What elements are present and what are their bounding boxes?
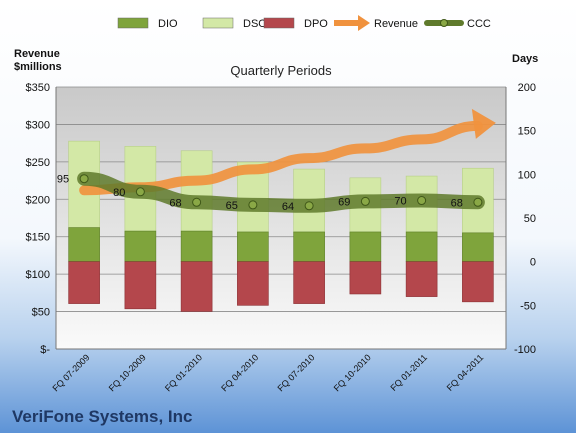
ccc-point (304, 201, 314, 211)
right-axis-ticks: -100 -50 0 50 100 150 200 (514, 82, 536, 356)
ccc-data-label: 80 (113, 187, 125, 199)
ccc-point (248, 200, 258, 210)
ccc-data-label: 70 (394, 196, 406, 208)
dpo-bar (68, 261, 100, 304)
legend-symbol (117, 17, 149, 29)
ccc-data-label: 65 (226, 200, 238, 212)
ccc-data-label: 95 (57, 174, 69, 186)
legend-label: CCC (467, 18, 491, 30)
right-tick-label: -50 (520, 300, 536, 312)
left-tick-label: $200 (26, 194, 50, 206)
legend-label: DPO (304, 18, 328, 30)
dpo-bar (462, 261, 494, 303)
dio-bar (405, 231, 438, 262)
dio-bar (462, 232, 494, 262)
left-axis-title-line2: $millions (14, 61, 62, 73)
left-tick-label: $250 (26, 157, 50, 169)
ccc-point (135, 187, 145, 197)
right-tick-label: 0 (530, 257, 536, 269)
ccc-data-label: 68 (451, 197, 463, 209)
right-tick-label: -100 (514, 344, 536, 356)
dio-bar (349, 231, 382, 262)
left-axis-title-line1: Revenue (14, 48, 60, 60)
dso-bar (180, 150, 213, 232)
dpo-bar (405, 261, 438, 297)
dpo-bar (180, 261, 213, 312)
dpo-bar (124, 261, 157, 310)
left-tick-label: $300 (26, 119, 50, 131)
right-tick-label: 150 (518, 126, 536, 138)
plot-area (56, 87, 506, 349)
ccc-data-label: 64 (282, 201, 294, 213)
left-tick-label: $50 (32, 307, 50, 319)
chart-title: Quarterly Periods (230, 63, 332, 78)
company-name: VeriFone Systems, Inc (12, 407, 192, 426)
ccc-point (192, 197, 202, 207)
dio-bar (180, 230, 213, 262)
ccc-point (473, 197, 483, 207)
ccc-data-label: 69 (338, 196, 350, 208)
legend-symbol-marker (440, 19, 448, 27)
legend-symbol-arrowhead (358, 15, 370, 31)
dpo-bar (349, 261, 382, 295)
left-tick-label: $150 (26, 232, 50, 244)
left-tick-label: $100 (26, 269, 50, 281)
left-tick-label: $350 (26, 82, 50, 94)
legend-label: Revenue (374, 18, 418, 30)
legend-label: DIO (158, 18, 178, 30)
left-tick-label: $- (40, 344, 50, 356)
right-axis-title: Days (512, 53, 538, 65)
legend-symbol (263, 17, 295, 29)
legend-label: DSO (243, 18, 267, 30)
left-axis-ticks: $- $50 $100 $150 $200 $250 $300 $350 (26, 82, 51, 356)
ccc-data-label: 68 (169, 197, 181, 209)
revenue-arrowhead (471, 108, 496, 139)
dio-bar (237, 231, 269, 262)
ccc-point (79, 174, 89, 184)
dio-bar (68, 227, 100, 262)
ccc-point (417, 196, 427, 206)
dio-bar (293, 231, 325, 262)
right-tick-label: 50 (524, 213, 536, 225)
dpo-bar (293, 261, 325, 304)
ccc-series: 95 80 68 65 64 69 70 68 (57, 171, 485, 213)
dio-bar (124, 230, 157, 262)
legend-symbol (202, 17, 234, 29)
right-tick-label: 100 (518, 169, 536, 181)
dpo-bar (237, 261, 269, 306)
ccc-point (360, 196, 370, 206)
legend: DIO DSO DPO Revenue CCC (117, 15, 491, 31)
right-tick-label: 200 (518, 82, 536, 94)
